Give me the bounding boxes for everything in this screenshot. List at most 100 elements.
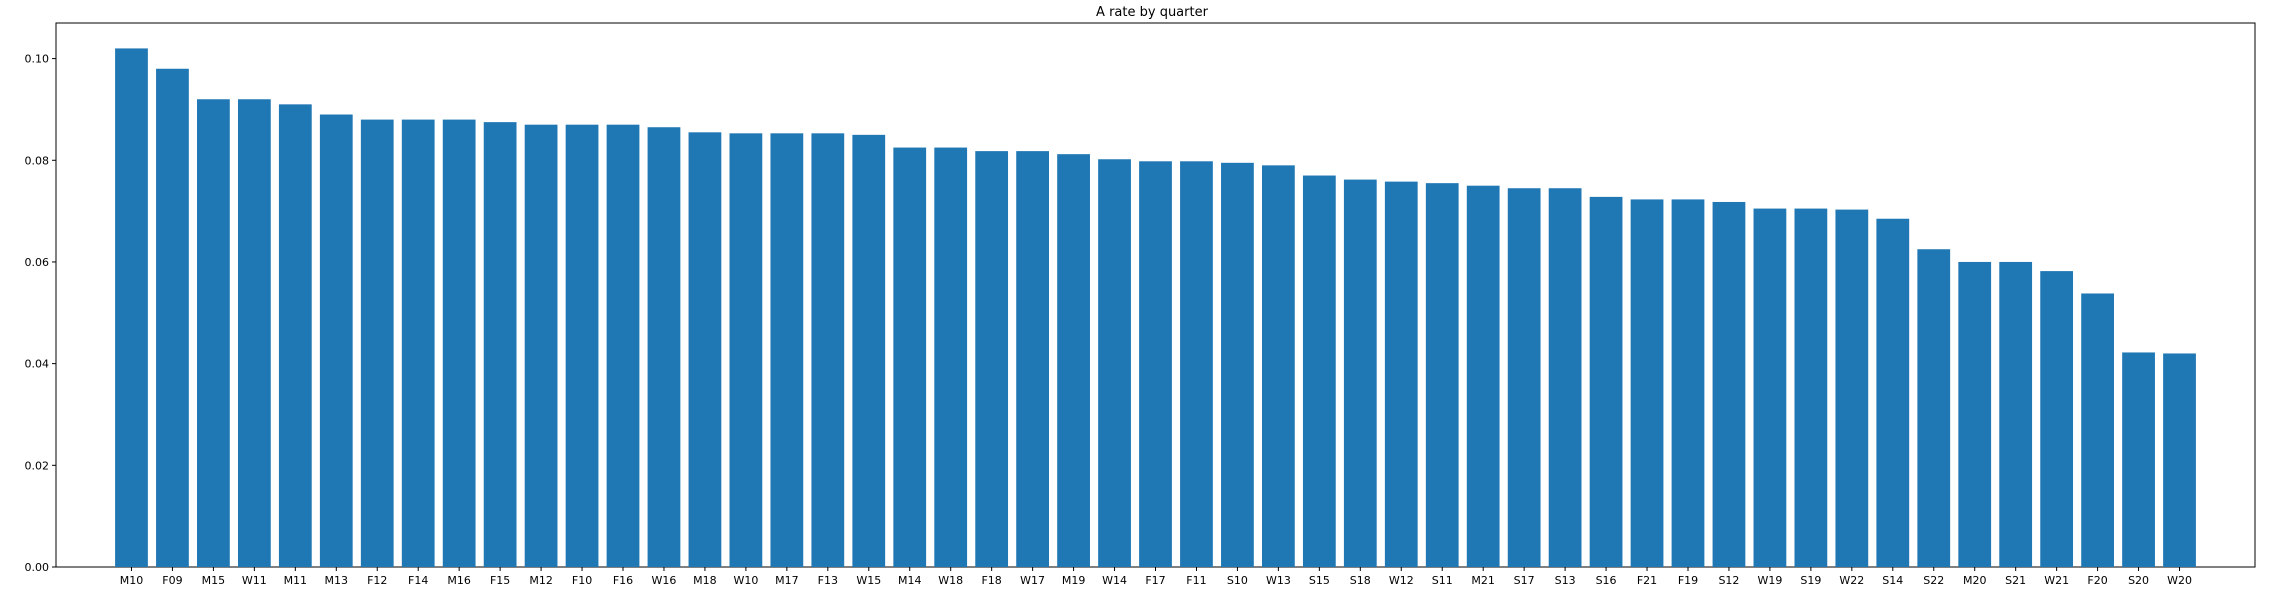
bar-m16: [442, 119, 476, 567]
x-tick-label: F11: [1186, 574, 1206, 587]
x-tick-label: S10: [1227, 574, 1248, 587]
x-tick-label: W22: [1839, 574, 1864, 587]
x-tick-label: S11: [1432, 574, 1453, 587]
y-tick-label: 0.00: [25, 561, 50, 574]
bar-s17: [1507, 188, 1541, 567]
plot-area: 0.00 0.02 0.04 0.06 0.08 0.10 M10 F09 M15 W11 M11 M…: [25, 22, 2256, 587]
x-tick-label: S14: [1882, 574, 1903, 587]
bar-m21: [1466, 185, 1500, 567]
bar-w15: [852, 134, 886, 567]
bar-m12: [524, 124, 558, 567]
x-tick-label: S16: [1596, 574, 1617, 587]
bar-s10: [1221, 162, 1254, 567]
bar-w19: [1753, 208, 1787, 567]
x-tick-label: W20: [2167, 574, 2192, 587]
bar-s15: [1302, 175, 1336, 567]
x-tick-label: M18: [693, 574, 717, 587]
bar-f17: [1139, 161, 1172, 568]
bar-f10: [565, 124, 599, 567]
x-tick-label: F09: [162, 574, 182, 587]
x-tick-label: F13: [818, 574, 838, 587]
bar-w20: [2163, 353, 2196, 567]
x-tick-label: W21: [2044, 574, 2069, 587]
x-tick-label: M12: [529, 574, 553, 587]
bar-w13: [1261, 165, 1295, 567]
x-tick-label: M16: [447, 574, 471, 587]
x-tick-label: S18: [1350, 574, 1371, 587]
bar-s16: [1589, 196, 1623, 567]
x-tick-label: W19: [1757, 574, 1782, 587]
bar-m11: [278, 104, 312, 567]
bar-w10: [729, 133, 763, 567]
x-tick-label: S12: [1718, 574, 1739, 587]
x-tick-label: M14: [898, 574, 922, 587]
bar-w18: [934, 147, 968, 568]
x-tick-label: M13: [325, 574, 349, 587]
bar-f12: [360, 119, 394, 567]
x-tick-label: M19: [1062, 574, 1086, 587]
x-tick-label: F20: [2087, 574, 2107, 587]
bar-w17: [1016, 151, 1050, 567]
x-tick-label: M11: [284, 574, 308, 587]
bar-f20: [2081, 293, 2114, 567]
bar-w14: [1098, 159, 1131, 567]
bar-s19: [1794, 208, 1828, 567]
bar-s21: [1999, 261, 2033, 567]
bar-s18: [1343, 179, 1377, 568]
x-tick-label: W10: [733, 574, 758, 587]
bar-f14: [401, 119, 435, 567]
x-tick-label: F18: [981, 574, 1001, 587]
bar-m13: [319, 114, 353, 568]
x-tick-label: F15: [490, 574, 510, 587]
x-tick-label: S19: [1800, 574, 1821, 587]
bar-m20: [1958, 261, 1992, 567]
bar-s11: [1425, 183, 1459, 567]
x-tick-label: M10: [120, 574, 144, 587]
bar-f15: [483, 122, 517, 567]
x-tick-label: S22: [1923, 574, 1944, 587]
x-tick-label: F12: [367, 574, 387, 587]
x-tick-label: S15: [1309, 574, 1330, 587]
bar-f16: [606, 124, 640, 567]
x-tick-label: S17: [1514, 574, 1535, 587]
bar-s13: [1548, 188, 1582, 567]
x-tick-label: W16: [652, 574, 677, 587]
bar-m14: [893, 147, 927, 568]
x-tick-label: S21: [2005, 574, 2026, 587]
x-tick-label: F19: [1678, 574, 1698, 587]
bar-m18: [688, 132, 722, 567]
bar-s22: [1917, 249, 1951, 568]
x-tick-label: W17: [1020, 574, 1045, 587]
y-tick-label: 0.04: [25, 358, 50, 371]
x-tick-label: M17: [775, 574, 799, 587]
x-tick-label: W12: [1389, 574, 1414, 587]
bar-m19: [1057, 154, 1090, 567]
x-tick-label: S13: [1555, 574, 1576, 587]
y-tick-label: 0.06: [25, 256, 50, 269]
x-tick-label: M20: [1963, 574, 1987, 587]
bar-s14: [1876, 218, 1910, 567]
y-tick-label: 0.10: [25, 53, 50, 66]
x-tick-label: M15: [202, 574, 226, 587]
bar-m17: [770, 133, 804, 567]
x-tick-label: F16: [613, 574, 633, 587]
x-tick-label: W15: [856, 574, 881, 587]
bar-w21: [2040, 271, 2074, 567]
x-tick-label: F14: [408, 574, 428, 587]
x-tick-label: W11: [242, 574, 267, 587]
bar-f19: [1671, 199, 1705, 567]
bar-s20: [2122, 352, 2155, 567]
x-tick-label: M21: [1471, 574, 1495, 587]
bar-f21: [1630, 199, 1664, 567]
bar-w22: [1835, 209, 1869, 567]
x-tick-label: F17: [1145, 574, 1165, 587]
x-tick-label: F10: [572, 574, 592, 587]
bar-w16: [647, 127, 681, 567]
bar-f11: [1180, 161, 1213, 568]
x-tick-label: F21: [1637, 574, 1657, 587]
y-tick-label: 0.02: [25, 459, 50, 472]
bar-f13: [811, 133, 845, 567]
x-tick-label: W18: [938, 574, 963, 587]
bar-w12: [1384, 181, 1418, 567]
